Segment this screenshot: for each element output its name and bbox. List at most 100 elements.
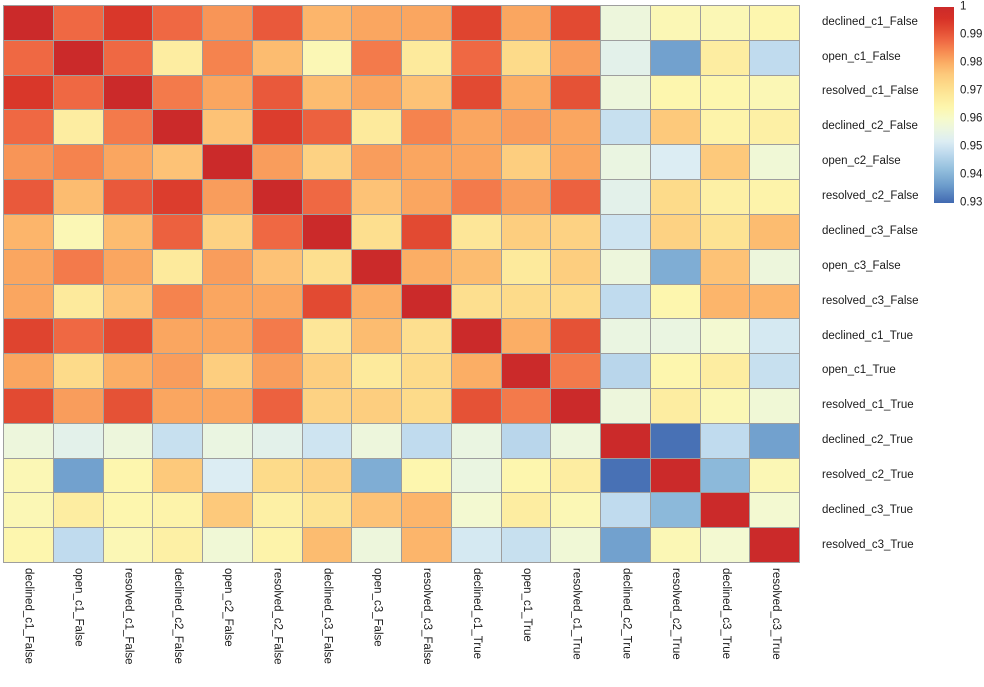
y-axis-tick-label: resolved_c2_True [822, 469, 914, 482]
heatmap-cell [352, 388, 402, 424]
y-axis-tick-label: declined_c1_True [822, 329, 913, 342]
heatmap-cell [750, 6, 800, 41]
heatmap-cell [103, 214, 154, 250]
heatmap-cell [601, 40, 651, 76]
heatmap-cell [501, 354, 552, 389]
heatmap-cell [4, 40, 54, 76]
heatmap-cell [501, 75, 552, 111]
heatmap-cell [750, 40, 800, 76]
x-axis-tick-label: open_c1_True [520, 568, 533, 642]
heatmap-cell [501, 458, 552, 494]
heatmap-cell [601, 458, 651, 494]
heatmap-cell [650, 75, 701, 111]
x-axis-tick-label: resolved_c3_False [421, 568, 434, 665]
heatmap-cell [601, 6, 651, 41]
heatmap-cell [53, 180, 104, 215]
heatmap-cell [601, 284, 651, 320]
heatmap-cell [402, 145, 452, 181]
heatmap-cell [451, 458, 502, 494]
heatmap-cell [551, 284, 601, 320]
heatmap-cell [700, 493, 751, 529]
heatmap-cell [4, 493, 54, 529]
heatmap-cell [750, 354, 800, 389]
heatmap-cell [451, 284, 502, 320]
heatmap-cell [650, 528, 701, 563]
heatmap-cell [252, 249, 303, 285]
heatmap-cell [451, 75, 502, 111]
heatmap-cell [451, 528, 502, 563]
x-axis-tick-label: resolved_c3_True [769, 568, 782, 660]
heatmap-cell [551, 40, 601, 76]
x-axis-tick-label: declined_c2_False [172, 568, 185, 664]
heatmap-cell [203, 388, 253, 424]
heatmap-cell [53, 284, 104, 320]
y-axis-tick-label: resolved_c1_False [822, 85, 919, 98]
heatmap-cell [302, 528, 353, 563]
heatmap-cell [4, 458, 54, 494]
heatmap-cell [252, 493, 303, 529]
heatmap-cell [551, 214, 601, 250]
colorbar-tick-label: 0.94 [960, 168, 983, 181]
heatmap-cell [750, 110, 800, 146]
heatmap-cell [302, 354, 353, 389]
heatmap-cell [402, 284, 452, 320]
heatmap-cell [103, 528, 154, 563]
heatmap-cell [153, 284, 203, 320]
heatmap-cell [700, 40, 751, 76]
heatmap-cell [302, 214, 353, 250]
heatmap-cell [451, 145, 502, 181]
heatmap-cell [402, 110, 452, 146]
heatmap-cell [352, 145, 402, 181]
heatmap-cell [700, 423, 751, 459]
heatmap-cell [252, 6, 303, 41]
heatmap-cell [4, 528, 54, 563]
heatmap-cell [153, 319, 203, 355]
heatmap-cell [302, 110, 353, 146]
heatmap-cell [4, 249, 54, 285]
heatmap-cell [451, 354, 502, 389]
heatmap-cell [451, 110, 502, 146]
heatmap-cell [352, 528, 402, 563]
heatmap-cell [352, 6, 402, 41]
x-axis-tick-label: resolved_c1_False [122, 568, 135, 665]
heatmap-cell [203, 284, 253, 320]
y-axis-tick-label: declined_c2_False [822, 120, 918, 133]
heatmap-cell [53, 249, 104, 285]
heatmap-cell [53, 145, 104, 181]
heatmap-cell [750, 284, 800, 320]
heatmap-cell [402, 6, 452, 41]
heatmap-cell [203, 214, 253, 250]
heatmap-cell [501, 388, 552, 424]
heatmap-cell [750, 423, 800, 459]
x-axis-tick-label: resolved_c2_False [271, 568, 284, 665]
heatmap-cell [451, 319, 502, 355]
heatmap-cell [153, 6, 203, 41]
heatmap-cell [551, 458, 601, 494]
y-axis-tick-label: resolved_c3_True [822, 538, 914, 551]
heatmap-cell [53, 214, 104, 250]
heatmap-cell [203, 75, 253, 111]
y-axis-tick-label: declined_c1_False [822, 15, 918, 28]
heatmap-cell [352, 354, 402, 389]
heatmap-cell [203, 145, 253, 181]
y-axis-tick-label: resolved_c1_True [822, 399, 914, 412]
heatmap-cell [302, 319, 353, 355]
x-axis-tick-label: declined_c1_True [470, 568, 483, 659]
heatmap-cell [601, 354, 651, 389]
colorbar [934, 7, 954, 203]
heatmap-cell [153, 110, 203, 146]
heatmap-cell [4, 110, 54, 146]
heatmap-cell [402, 180, 452, 215]
heatmap-cell [601, 249, 651, 285]
heatmap-cell [103, 354, 154, 389]
heatmap-cell [302, 249, 353, 285]
heatmap-cell [601, 145, 651, 181]
heatmap-cell [4, 388, 54, 424]
heatmap-cell [352, 423, 402, 459]
heatmap-cell [203, 6, 253, 41]
heatmap-cell [700, 284, 751, 320]
colorbar-tick-labels: 1 0.99 0.98 0.97 0.96 0.95 0.94 0.93 [960, 1, 984, 208]
heatmap-cell [203, 528, 253, 563]
colorbar-tick-label: 0.99 [960, 28, 983, 41]
